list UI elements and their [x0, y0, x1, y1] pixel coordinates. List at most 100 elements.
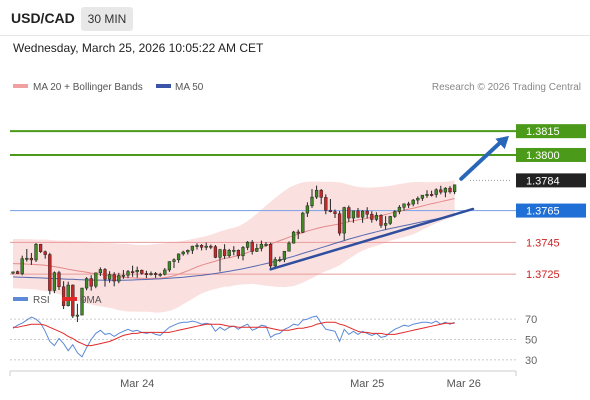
candle-body	[393, 211, 397, 217]
candle-body	[347, 207, 351, 219]
candle-body	[287, 242, 291, 252]
candle-body	[337, 213, 342, 234]
candle-body	[443, 187, 448, 193]
candle-body	[273, 259, 277, 267]
rsi-ma-legend-swatch	[62, 297, 77, 301]
candle-body	[20, 258, 24, 274]
candle-body	[448, 187, 452, 193]
level-label-1: 1.3800	[526, 150, 560, 162]
level-label-2: 1.3784	[526, 175, 560, 187]
level-label-5: 1.3725	[526, 269, 560, 281]
candle-body	[278, 259, 282, 261]
level-label-4: 1.3745	[526, 237, 560, 249]
candle-body	[57, 272, 61, 288]
level-labels: 1.3815 1.3800 1.3784 1.3765 1.3745 1.3725	[516, 124, 586, 281]
candle-body	[236, 250, 241, 257]
rsi-panel: 70 50 30	[10, 314, 537, 367]
candle-body	[135, 270, 139, 273]
level-label-0: 1.3815	[526, 126, 560, 138]
candle-body	[25, 257, 29, 260]
candle-body	[213, 246, 218, 258]
candle-body	[121, 274, 126, 277]
candle-body	[172, 259, 176, 262]
candle-body	[360, 210, 365, 218]
candle-body	[379, 215, 383, 226]
candle-body	[94, 272, 98, 287]
level-badge-3	[516, 203, 586, 218]
candle-body	[176, 253, 181, 261]
rsi-ma-legend-label: 9MA	[81, 295, 102, 306]
candle-body	[333, 211, 337, 214]
time-tick-label: Mar 26	[447, 378, 481, 390]
candle-body	[305, 205, 310, 214]
candle-body	[38, 243, 43, 252]
rsi-tick-label: 70	[525, 314, 537, 326]
support-trendline	[269, 207, 475, 271]
candle-body	[259, 243, 264, 249]
candle-body	[439, 189, 443, 193]
candle-body	[452, 184, 457, 193]
timeframe-button[interactable]: 30 MIN	[81, 7, 133, 31]
candle-body	[227, 250, 231, 257]
rsi-tick-label: 50	[525, 334, 537, 346]
copyright-label: Research © 2026 Trading Central	[432, 82, 581, 93]
candle-body	[324, 197, 328, 211]
candle-body	[167, 261, 172, 271]
time-tick-label: Mar 24	[120, 378, 154, 390]
candle-body	[29, 257, 34, 261]
candle-body	[397, 206, 402, 212]
candle-body	[374, 215, 379, 220]
candle-body	[241, 247, 245, 257]
candle-body	[52, 272, 57, 291]
candle-body	[149, 273, 153, 275]
candle-body	[296, 231, 300, 234]
candle-body	[351, 210, 356, 219]
forecast-arrow-shaft	[459, 137, 505, 181]
header-divider	[0, 35, 590, 36]
candle-body	[356, 210, 360, 218]
rsi-tick-label: 30	[525, 355, 537, 367]
candle-body	[416, 198, 420, 201]
candle-body	[163, 269, 167, 275]
candle-body	[314, 189, 319, 198]
candle-body	[209, 245, 213, 248]
candle-body	[232, 250, 236, 252]
candle-body	[140, 270, 144, 274]
forecast-arrow-head	[495, 135, 509, 150]
candle-body	[411, 199, 415, 205]
candle-body	[190, 245, 195, 251]
candle-body	[195, 245, 199, 247]
candle-body	[383, 223, 388, 226]
candle-body	[204, 245, 208, 248]
candle-body	[301, 212, 305, 233]
candle-body	[245, 241, 250, 248]
candle-body	[406, 203, 411, 206]
candle-body	[420, 194, 425, 199]
candle-body	[328, 210, 333, 212]
candle-body	[158, 273, 162, 276]
level-label-3: 1.3765	[526, 206, 560, 218]
candle-body	[264, 243, 268, 246]
candle-body	[365, 210, 369, 215]
candle-body	[199, 245, 204, 248]
time-tick-label: Mar 25	[350, 378, 384, 390]
candle-body	[218, 249, 222, 258]
candle-body	[130, 271, 135, 273]
candle-body	[222, 249, 227, 257]
candle-body	[402, 203, 406, 208]
ma20-legend-label: MA 20 + Bollinger Bands	[33, 82, 143, 93]
candle-body	[144, 273, 149, 275]
candle-body	[434, 189, 438, 195]
candle-body	[98, 269, 103, 274]
rsi-legend-swatch	[13, 297, 28, 301]
candle-body	[43, 251, 47, 255]
candle-body	[117, 275, 121, 282]
candle-body	[107, 274, 112, 280]
candle-body	[319, 189, 323, 198]
candle-body	[48, 254, 52, 291]
time-axis: Mar 24 Mar 25 Mar 26	[9, 370, 517, 390]
candle-body	[255, 248, 259, 252]
candle-body	[425, 194, 429, 196]
timestamp: Wednesday, March 25, 2026 10:05:22 AM CE…	[13, 41, 264, 55]
